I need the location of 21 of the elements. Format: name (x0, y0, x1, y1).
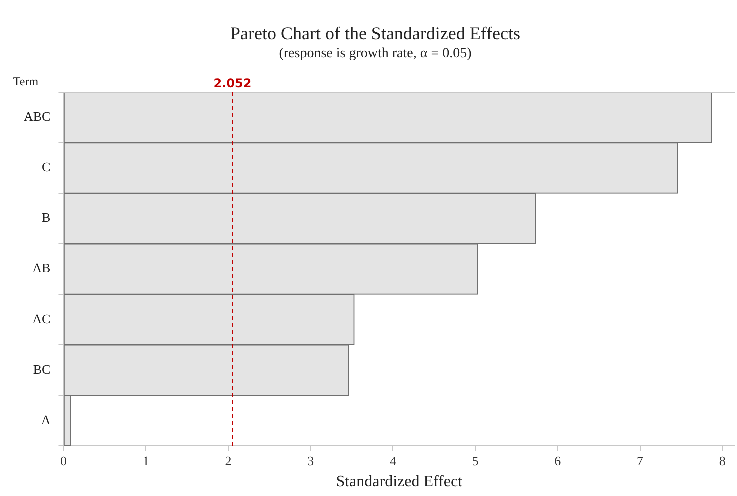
y-tick-label: AC (32, 311, 51, 326)
x-tick-label: 3 (308, 453, 314, 468)
y-axis-title: Term (13, 74, 40, 89)
x-axis-title: Standardized Effect (336, 474, 464, 491)
y-tick-label: A (41, 412, 52, 428)
x-tick-label: 7 (637, 453, 644, 468)
x-tick-label: 2 (225, 453, 232, 468)
y-tick-label: ABC (24, 109, 51, 124)
y-tick-label: B (42, 210, 52, 226)
chart-subtitle: (response is growth rate, α = 0.05) (279, 46, 472, 62)
x-tick-label: 0 (60, 453, 67, 468)
x-tick-label: 4 (390, 453, 397, 468)
x-tick-label: 1 (142, 453, 150, 468)
x-tick-label: 8 (719, 453, 726, 468)
x-tick-label: 6 (554, 453, 562, 468)
y-tick-label: C (42, 160, 51, 175)
ref-line-label: 2.052 (214, 76, 252, 91)
chart-title: Pareto Chart of the Standardized Effects (230, 24, 521, 44)
y-tick-label: AB (32, 260, 52, 276)
y-tick-label: BC (33, 362, 51, 377)
x-tick-label: 5 (472, 453, 479, 468)
